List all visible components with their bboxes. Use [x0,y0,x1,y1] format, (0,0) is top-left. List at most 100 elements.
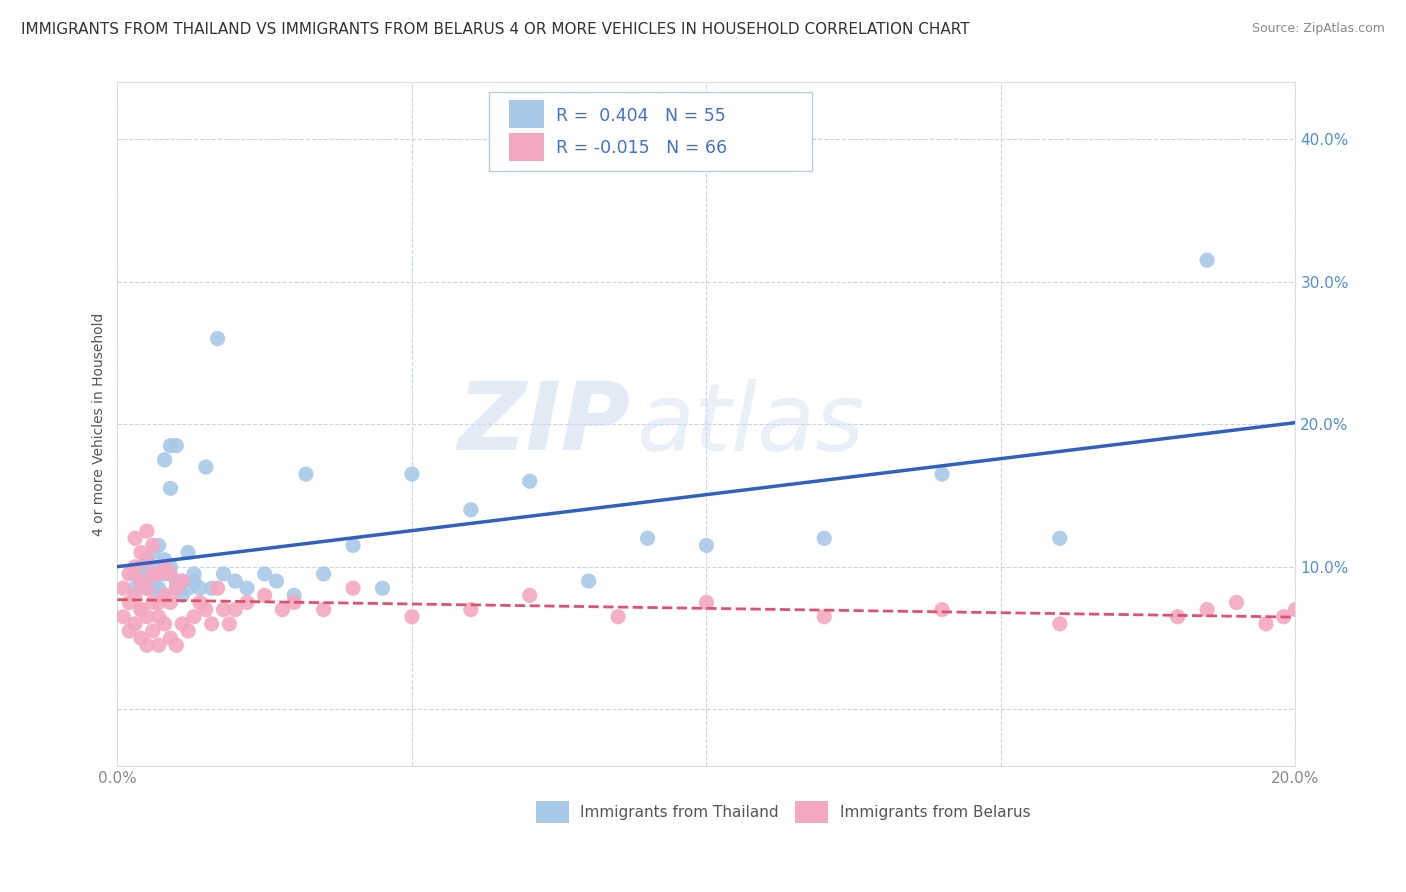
Point [148,595,170,609]
Point [159,559,181,574]
Point [142,566,165,581]
Point [142,624,165,638]
Point [401,609,423,624]
Point [172,574,194,588]
Point [931,602,953,616]
Point [148,566,170,581]
Point [931,467,953,482]
Point [135,581,157,595]
Point [253,588,276,602]
Point [1284,602,1306,616]
Point [177,545,200,559]
Point [183,609,205,624]
Point [1167,609,1189,624]
Point [124,531,146,545]
Point [124,588,146,602]
Point [135,574,157,588]
Point [148,538,170,552]
Point [153,588,176,602]
Point [165,581,187,595]
Point [312,602,335,616]
Point [1049,616,1071,631]
Point [236,595,259,609]
Point [183,574,205,588]
Point [201,616,224,631]
Point [142,559,165,574]
Point [460,502,482,516]
Point [194,460,217,475]
Text: IMMIGRANTS FROM THAILAND VS IMMIGRANTS FROM BELARUS 4 OR MORE VEHICLES IN HOUSEH: IMMIGRANTS FROM THAILAND VS IMMIGRANTS F… [21,22,970,37]
Point [118,595,141,609]
Point [283,588,305,602]
Point [1049,531,1071,545]
Point [212,602,235,616]
Y-axis label: 4 or more Vehicles in Household: 4 or more Vehicles in Household [93,312,107,536]
Point [118,566,141,581]
Point [1225,595,1247,609]
Point [159,631,181,645]
Point [148,566,170,581]
Text: Immigrants from Thailand: Immigrants from Thailand [581,805,779,820]
Point [129,602,152,616]
Point [129,574,152,588]
Point [253,566,276,581]
Point [142,581,165,595]
Point [124,581,146,595]
Point [159,481,181,495]
FancyBboxPatch shape [794,801,828,823]
Point [165,581,187,595]
Point [124,616,146,631]
Point [172,616,194,631]
Point [813,609,835,624]
Point [118,624,141,638]
Point [124,566,146,581]
Point [112,609,135,624]
Point [519,474,541,488]
Text: R = -0.015   N = 66: R = -0.015 N = 66 [555,139,727,157]
Point [142,545,165,559]
Point [201,581,224,595]
Point [159,595,181,609]
Point [342,581,364,595]
Point [607,609,630,624]
Point [342,538,364,552]
Point [135,638,157,652]
Point [153,588,176,602]
Point [153,552,176,566]
Point [578,574,600,588]
Point [218,616,240,631]
Point [813,531,835,545]
Point [283,595,305,609]
Point [295,467,318,482]
Point [159,439,181,453]
Point [135,566,157,581]
Point [135,552,157,566]
Point [153,559,176,574]
Point [207,581,229,595]
Point [142,595,165,609]
Point [153,566,176,581]
Point [142,566,165,581]
Point [153,616,176,631]
Point [112,581,135,595]
Point [148,581,170,595]
Text: ZIP: ZIP [457,378,630,470]
Point [460,602,482,616]
Point [1272,609,1295,624]
Point [188,595,211,609]
Point [371,581,394,595]
Point [188,581,211,595]
Point [1197,602,1219,616]
FancyBboxPatch shape [536,801,568,823]
Point [401,467,423,482]
Point [135,552,157,566]
Point [194,602,217,616]
Point [129,545,152,559]
Point [519,588,541,602]
Point [153,453,176,467]
Point [148,609,170,624]
Point [129,602,152,616]
Point [148,638,170,652]
Point [135,609,157,624]
Point [172,588,194,602]
